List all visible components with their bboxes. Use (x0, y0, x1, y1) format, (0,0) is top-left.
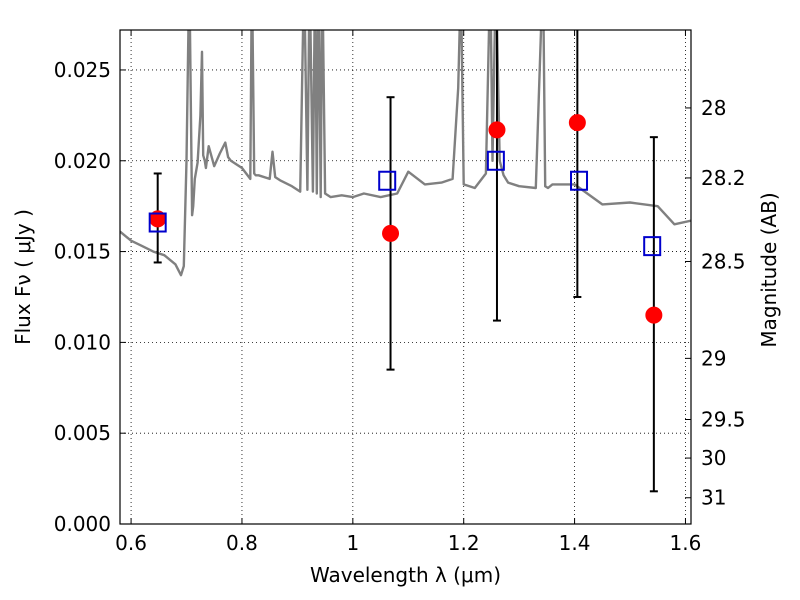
ticks-layer: 0.6 0.8 1 1.2 1.4 1.6 0.000 0.005 0.010 0.015 0.02… (54, 30, 746, 555)
model-point (570, 170, 589, 191)
y-tick-label: 0.010 (54, 330, 111, 354)
x-axis-title: Wavelength λ (μm) (310, 563, 501, 587)
observed-point (488, 121, 506, 139)
model-sed-layer (120, 30, 691, 277)
model-point (486, 150, 505, 171)
y-tick-label: 0.000 (54, 512, 111, 536)
y-tick-label: 0.005 (54, 421, 111, 445)
x-tick-label: 1 (346, 531, 359, 555)
plot-frame (119, 29, 692, 525)
observed-point (645, 306, 663, 324)
error-bars-layer (153, 30, 658, 493)
y-tick-label: 0.015 (54, 240, 111, 264)
observed-point (382, 224, 400, 242)
y2-axis-title: Magnitude (AB) (757, 192, 781, 347)
y2-tick-label: 28.5 (701, 249, 746, 273)
model-point (378, 170, 397, 191)
x-tick-label: 0.6 (115, 531, 147, 555)
model-point (148, 212, 167, 233)
x-tick-label: 0.8 (226, 531, 258, 555)
y2-tick-label: 31 (701, 486, 726, 510)
markers-layer (148, 114, 663, 324)
model-point (643, 236, 662, 257)
y-tick-label: 0.025 (54, 58, 111, 82)
y2-tick-label: 29.5 (701, 407, 746, 431)
y2-tick-label: 28.2 (701, 166, 746, 190)
x-tick-label: 1.6 (670, 531, 702, 555)
y2-tick-label: 28 (701, 96, 726, 120)
y-axis-title: Flux Fν ( μJy ) (11, 209, 35, 345)
y-tick-label: 0.020 (54, 149, 111, 173)
grid (120, 30, 691, 525)
y2-tick-label: 30 (701, 446, 726, 470)
x-tick-label: 1.2 (448, 531, 480, 555)
observed-point (568, 114, 586, 132)
model-sed-line (120, 30, 691, 277)
x-tick-label: 1.4 (559, 531, 591, 555)
y2-tick-label: 29 (701, 346, 726, 370)
